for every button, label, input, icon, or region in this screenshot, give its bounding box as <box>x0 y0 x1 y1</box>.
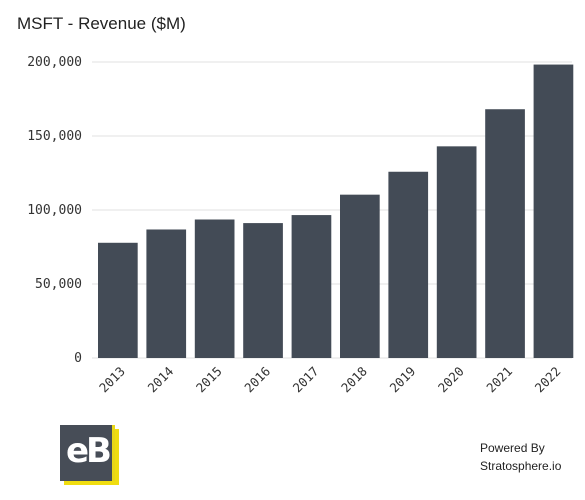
x-tick-label: 2021 <box>483 364 515 396</box>
bar-2018 <box>340 194 380 358</box>
bar-2020 <box>436 146 477 358</box>
y-tick-label: 0 <box>74 351 82 366</box>
logo-text: eB <box>66 431 112 471</box>
chart-title: MSFT - Revenue ($M) <box>17 14 186 33</box>
bar-2021 <box>485 109 525 358</box>
bars <box>98 64 574 359</box>
y-tick-label: 100,000 <box>27 203 82 218</box>
bar-2019 <box>388 171 429 358</box>
bar-2017 <box>291 215 332 358</box>
x-axis-tick-labels: 2013 2014 2015 2016 2017 2018 2019 2020 2021 2022 <box>96 364 563 396</box>
powered-by: Powered By Stratosphere.io <box>480 439 561 475</box>
bar-2013 <box>98 242 138 358</box>
x-tick-label: 2019 <box>386 364 418 396</box>
x-tick-label: 2020 <box>435 364 467 396</box>
x-tick-label: 2014 <box>144 364 176 396</box>
bar-2015 <box>194 219 235 358</box>
x-tick-label: 2022 <box>532 364 564 396</box>
y-tick-label: 200,000 <box>27 55 82 70</box>
bar-2022 <box>533 64 574 359</box>
x-tick-label: 2018 <box>338 364 370 396</box>
y-tick-label: 50,000 <box>35 277 82 292</box>
bar-2016 <box>243 223 283 358</box>
powered-by-label: Powered By <box>480 441 545 455</box>
y-tick-label: 150,000 <box>27 129 82 144</box>
bar-2014 <box>146 229 187 358</box>
x-tick-label: 2015 <box>193 364 225 396</box>
eb-logo: eB <box>60 425 119 485</box>
x-tick-label: 2016 <box>241 364 273 396</box>
x-tick-label: 2013 <box>96 364 128 396</box>
x-tick-label: 2017 <box>290 364 322 396</box>
y-axis-tick-labels: 0 50,000 100,000 150,000 200,000 <box>27 55 82 366</box>
source-name: Stratosphere.io <box>480 459 562 473</box>
